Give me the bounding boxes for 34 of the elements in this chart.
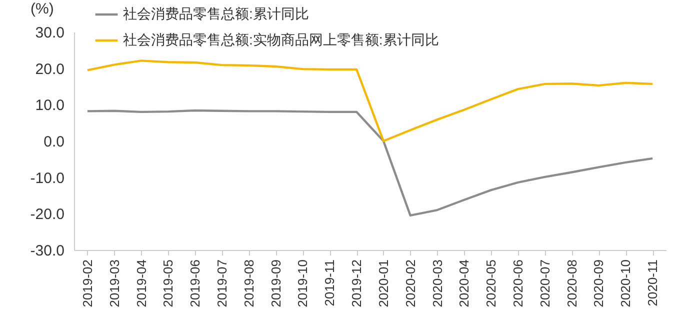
x-tick-label: 2019-04 <box>134 260 149 308</box>
x-tick-label: 2019-08 <box>241 260 256 308</box>
x-tick-label: 2020-06 <box>510 260 526 308</box>
x-tick-label: 2020-05 <box>484 260 499 308</box>
x-tick-label: 2020-10 <box>618 260 634 308</box>
legend-label: 社会消费品零售总额:实物商品网上零售额:累计同比 <box>123 32 439 48</box>
x-tick-label: 2020-08 <box>564 260 580 308</box>
x-tick-label: 2020-01 <box>376 260 391 308</box>
line-series <box>86 109 654 217</box>
y-tick-label: -20.0 <box>30 206 64 224</box>
line-series <box>86 60 654 142</box>
y-axis-title: (%) <box>30 0 54 18</box>
y-tick-label: 30.0 <box>35 24 64 42</box>
x-tick-label: 2019-12 <box>349 260 364 308</box>
x-tick-label: 2020-07 <box>537 260 552 308</box>
x-tick-label: 2020-03 <box>430 260 445 308</box>
x-tick-label: 2020-11 <box>645 260 660 306</box>
x-tick-label: 2019-05 <box>160 260 176 308</box>
x-tick-label: 2019-11 <box>322 260 338 306</box>
x-tick-label: 2020-02 <box>402 260 418 308</box>
x-tick-label: 2019-07 <box>214 260 230 308</box>
x-tick-label: 2020-09 <box>591 260 606 308</box>
x-tick-label: 2020-04 <box>456 260 472 308</box>
x-tick-label: 2019-06 <box>188 260 203 308</box>
y-tick-label: 20.0 <box>35 60 64 78</box>
y-tick-label: 0.0 <box>44 134 64 150</box>
x-tick-label: 2019-10 <box>295 260 310 308</box>
y-tick-label: 10.0 <box>35 97 64 114</box>
legend-label: 社会消费品零售总额:累计同比 <box>123 6 309 22</box>
x-tick-label: 2019-02 <box>80 260 95 308</box>
x-tick-label: 2019-09 <box>268 260 284 308</box>
y-tick-label: -30.0 <box>30 242 64 260</box>
y-tick-label: -10.0 <box>30 170 64 187</box>
x-tick-label: 2019-03 <box>106 260 122 308</box>
